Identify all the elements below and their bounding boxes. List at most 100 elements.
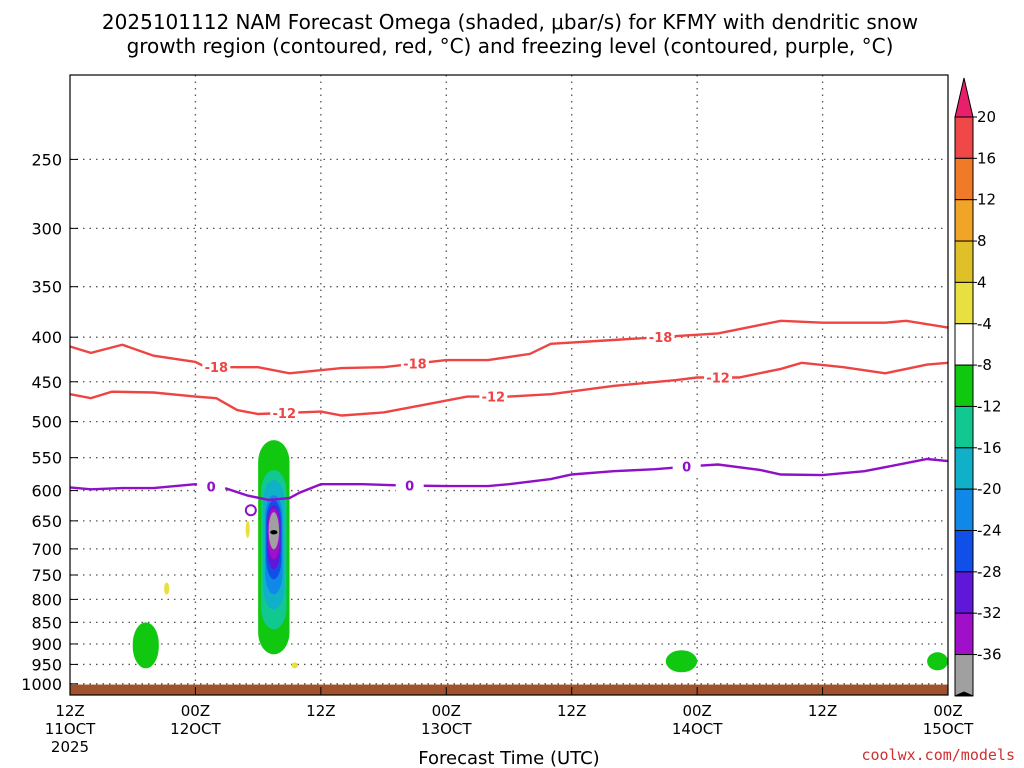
omega-shading (70, 440, 948, 695)
freezing-level-ring (244, 504, 257, 517)
x-tick-label: 12OCT (170, 720, 221, 738)
credit-text: coolwx.com/models (861, 746, 1015, 764)
colorbar-label: -28 (977, 563, 1002, 581)
contour-label: -18 (403, 358, 427, 373)
colorbar-label: 20 (977, 108, 996, 126)
contour-label-bg (646, 329, 675, 346)
y-tick-label: 500 (31, 413, 62, 432)
omega-core-shade (270, 530, 278, 535)
y-axis: 250 300 350 400 450 500 550 600 650 700 750 800 850 9… (21, 150, 78, 694)
y-tick-label: 950 (31, 655, 62, 674)
y-tick-label: 750 (31, 566, 62, 585)
x-tick-label: 15OCT (923, 720, 974, 738)
colorbar-label: -32 (977, 604, 1002, 622)
contour-line (69, 319, 949, 375)
contour-label: -12 (482, 391, 506, 406)
y-tick-label: 850 (31, 613, 62, 632)
y-tick-label: 800 (31, 590, 62, 609)
x-tick-label: 00Z (933, 702, 962, 720)
x-tick-label: 00Z (181, 702, 210, 720)
contour-label: -12 (273, 407, 297, 422)
colorbar-label: -36 (977, 646, 1002, 664)
colorbar-swatch (954, 571, 974, 614)
y-tick-label: 400 (31, 328, 62, 347)
contour-label: -18 (649, 331, 673, 346)
colorbar-swatch (954, 530, 974, 573)
colorbar-swatch (954, 116, 974, 159)
colorbar-label: 4 (977, 273, 987, 291)
y-tick-label: 300 (31, 219, 62, 238)
x-axis-title: Forecast Time (UTC) (418, 748, 599, 768)
x-tick-label: 12Z (55, 702, 84, 720)
grid (70, 75, 948, 695)
y-tick-label: 900 (31, 635, 62, 654)
x-tick-label: 00Z (682, 702, 711, 720)
y-tick-label: 650 (31, 512, 62, 531)
colorbar-swatch (954, 654, 974, 697)
x-tick-label: 12Z (557, 702, 586, 720)
contour-label-bg (202, 359, 231, 376)
colorbar: 20 16 12 8 4 -4 -8 -12 -16 -20 -24 -28 -32 -36 (954, 77, 1002, 697)
colorbar-swatch (954, 240, 974, 283)
contour-line (69, 361, 949, 417)
x-tick-label: 13OCT (421, 720, 472, 738)
y-tick-label: 350 (31, 278, 62, 297)
colorbar-swatch (954, 199, 974, 242)
colorbar-bottom-arrow (954, 691, 974, 697)
contour-label-bg (672, 458, 701, 475)
colorbar-label: -16 (977, 439, 1002, 457)
contour-label-bg (704, 369, 733, 386)
colorbar-swatch (954, 157, 974, 201)
colorbar-label: -4 (977, 315, 992, 333)
colorbar-swatch (954, 323, 974, 366)
y-tick-label: 250 (31, 150, 62, 169)
y-tick-label: 550 (31, 449, 62, 468)
temperature-contours: -18 -18 -18 -12 -12 -12 0 0 0 (69, 319, 949, 517)
colorbar-swatch (954, 612, 974, 656)
omega-descent-blob (164, 582, 170, 595)
colorbar-label: -20 (977, 480, 1002, 498)
colorbar-swatch (954, 405, 974, 449)
contour-label: -18 (205, 361, 229, 376)
contour-label-bg (400, 355, 429, 372)
x-tick-label: 14OCT (672, 720, 723, 738)
contour-label-bg (479, 388, 508, 405)
contour-label: 0 (682, 461, 691, 476)
x-tick-label: 12Z (306, 702, 335, 720)
omega-descent-blob (245, 520, 250, 538)
contour-label-bg (197, 478, 226, 495)
colorbar-label: -8 (977, 356, 992, 374)
colorbar-swatch (954, 447, 974, 490)
surface-ground (70, 684, 948, 695)
colorbar-swatch (954, 281, 974, 325)
omega-ascent-blob (665, 650, 698, 673)
colorbar-label: 8 (977, 232, 987, 250)
x-tick-label: 00Z (432, 702, 461, 720)
colorbar-label: 12 (977, 191, 996, 209)
colorbar-top-arrow (954, 77, 974, 118)
y-tick-label: 700 (31, 540, 62, 559)
omega-ascent-blob (132, 622, 159, 669)
y-tick-label: 600 (31, 482, 62, 501)
y-tick-label: 1000 (21, 675, 62, 694)
colorbar-label: 16 (977, 149, 996, 167)
y-tick-label: 450 (31, 373, 62, 392)
contour-label: 0 (207, 480, 216, 495)
x-tick-label: 12Z (808, 702, 837, 720)
colorbar-label: -12 (977, 397, 1002, 415)
chart-title-line1: 2025101112 NAM Forecast Omega (shaded, μ… (102, 10, 918, 34)
colorbar-label: -24 (977, 522, 1002, 540)
contour-label: 0 (405, 480, 414, 495)
colorbar-swatch (954, 364, 974, 407)
x-tick-label: 11OCT (45, 720, 96, 738)
plot-frame (69, 74, 949, 696)
chart-title-line2: growth region (contoured, red, °C) and f… (127, 34, 894, 58)
colorbar-swatch (954, 488, 974, 531)
x-tick-label: 2025 (51, 738, 89, 756)
contour-label-bg (395, 477, 424, 494)
omega-descent-blob (291, 662, 298, 669)
contour-label: -12 (706, 372, 730, 387)
omega-ascent-blob (927, 652, 948, 671)
